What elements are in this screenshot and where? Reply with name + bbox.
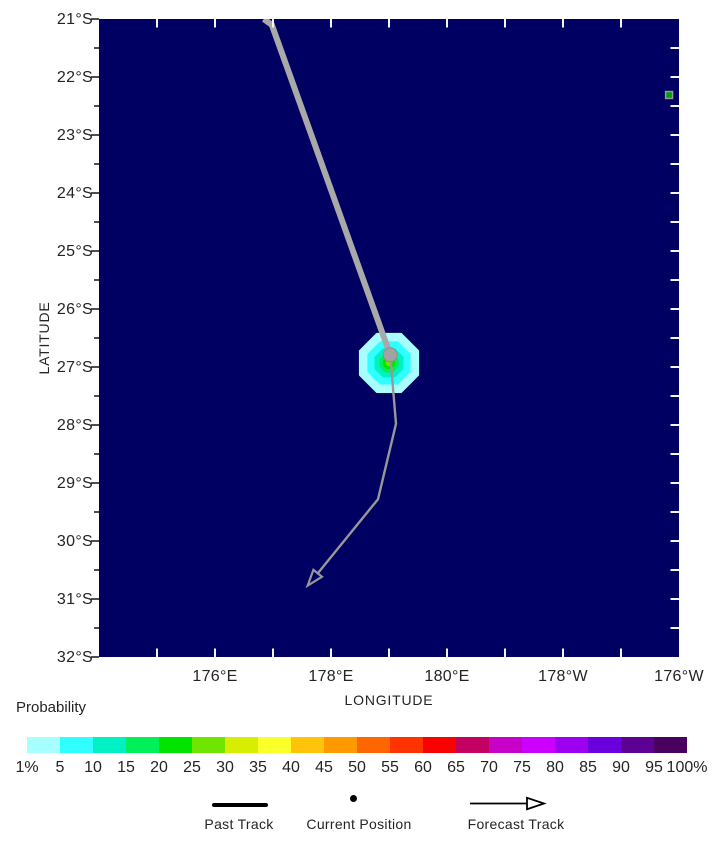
y-tick-label: 28°S: [56, 416, 93, 434]
y-tick-label: 22°S: [56, 68, 93, 86]
colorbar-segment: [225, 737, 258, 753]
colorbar-tick-label: 85: [579, 759, 597, 776]
x-tick-label: 176°E: [192, 668, 238, 685]
colorbar-tick-label: 20: [150, 759, 168, 776]
colorbar-segment: [126, 737, 159, 753]
probability-colorbar: [27, 737, 687, 753]
colorbar-tick-label: 25: [183, 759, 201, 776]
colorbar-tick-label: 100%: [666, 759, 708, 776]
y-tick-label: 24°S: [56, 184, 93, 202]
y-tick-label: 25°S: [56, 242, 93, 260]
colorbar-tick-label: 50: [348, 759, 366, 776]
colorbar-tick-label: 15: [117, 759, 135, 776]
y-tick-label: 26°S: [56, 300, 93, 318]
x-axis-title: LONGITUDE: [344, 692, 434, 708]
colorbar-segment: [456, 737, 489, 753]
colorbar-tick-label: 55: [381, 759, 399, 776]
colorbar-segment: [588, 737, 621, 753]
forecast-track-arrow-icon: [470, 796, 547, 811]
colorbar-tick-label: 30: [216, 759, 234, 776]
colorbar-tick-label: 35: [249, 759, 267, 776]
colorbar-tick-label: 40: [282, 759, 300, 776]
probability-label: Probability: [16, 699, 87, 716]
y-tick-label: 23°S: [56, 126, 93, 144]
colorbar-segment: [621, 737, 654, 753]
forecast-track-label: Forecast Track: [467, 816, 565, 832]
x-tick-label: 178°W: [538, 668, 588, 685]
colorbar-segment: [390, 737, 423, 753]
colorbar-segment: [555, 737, 588, 753]
colorbar-segment: [93, 737, 126, 753]
colorbar-segment: [192, 737, 225, 753]
colorbar-segment: [60, 737, 93, 753]
x-tick-label: 178°E: [308, 668, 354, 685]
forecast-arrowhead-icon: [305, 567, 324, 589]
colorbar-tick-label: 90: [612, 759, 630, 776]
island-marker: [664, 90, 674, 100]
colorbar-tick-label: 60: [414, 759, 432, 776]
current-position-label: Current Position: [306, 816, 412, 832]
past-track-line-icon: [212, 803, 268, 807]
colorbar-tick-label: 70: [480, 759, 498, 776]
colorbar-segment: [159, 737, 192, 753]
forecast-track: [316, 354, 398, 575]
colorbar-segment: [291, 737, 324, 753]
colorbar-tick-label: 45: [315, 759, 333, 776]
current-position-dot-icon: [350, 795, 357, 802]
y-tick-label: 31°S: [56, 590, 93, 608]
colorbar-segment: [654, 737, 687, 753]
colorbar-tick-label: 1%: [15, 759, 39, 776]
y-tick-label: 29°S: [56, 474, 93, 492]
x-tick-label: 180°E: [424, 668, 470, 685]
colorbar-segment: [27, 737, 60, 753]
past-track-label: Past Track: [204, 816, 274, 832]
colorbar-segment: [258, 737, 291, 753]
map-layers: [261, 19, 674, 589]
past-track: [261, 19, 394, 356]
y-tick-label: 30°S: [56, 532, 93, 550]
colorbar-segment: [522, 737, 555, 753]
x-tick-label: 176°W: [654, 668, 704, 685]
y-tick-label: 32°S: [56, 648, 93, 666]
colorbar-segment: [489, 737, 522, 753]
colorbar-segment: [324, 737, 357, 753]
colorbar-tick-label: 5: [55, 759, 65, 776]
colorbar-tick-label: 75: [513, 759, 531, 776]
y-tick-label: 21°S: [56, 10, 93, 28]
colorbar-tick-label: 10: [84, 759, 102, 776]
colorbar-segment: [423, 737, 456, 753]
current-position-marker: [382, 347, 398, 363]
colorbar-tick-label: 65: [447, 759, 465, 776]
colorbar-tick-label: 80: [546, 759, 564, 776]
colorbar-segment: [357, 737, 390, 753]
colorbar-tick-label: 95: [645, 759, 663, 776]
y-tick-label: 27°S: [56, 358, 93, 376]
